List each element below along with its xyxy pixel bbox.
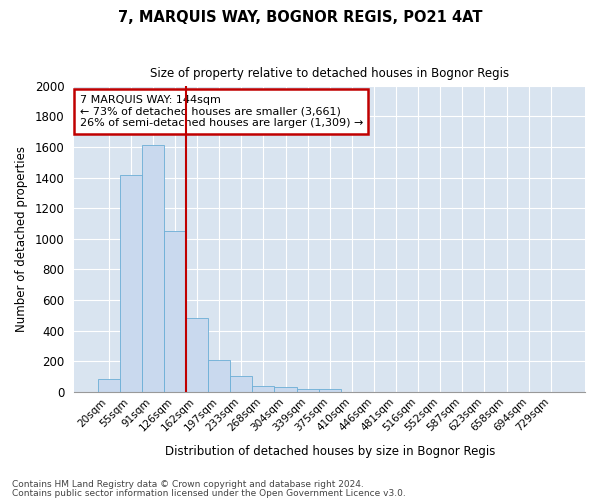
Title: Size of property relative to detached houses in Bognor Regis: Size of property relative to detached ho… bbox=[150, 68, 509, 80]
Y-axis label: Number of detached properties: Number of detached properties bbox=[15, 146, 28, 332]
Text: 7 MARQUIS WAY: 144sqm
← 73% of detached houses are smaller (3,661)
26% of semi-d: 7 MARQUIS WAY: 144sqm ← 73% of detached … bbox=[80, 95, 363, 128]
Bar bbox=[296, 388, 319, 392]
Bar bbox=[98, 380, 120, 392]
Bar bbox=[186, 318, 208, 392]
Text: Contains public sector information licensed under the Open Government Licence v3: Contains public sector information licen… bbox=[12, 488, 406, 498]
Bar bbox=[208, 360, 230, 392]
Bar bbox=[142, 146, 164, 392]
Bar bbox=[164, 231, 186, 392]
Text: Contains HM Land Registry data © Crown copyright and database right 2024.: Contains HM Land Registry data © Crown c… bbox=[12, 480, 364, 489]
Text: 7, MARQUIS WAY, BOGNOR REGIS, PO21 4AT: 7, MARQUIS WAY, BOGNOR REGIS, PO21 4AT bbox=[118, 10, 482, 25]
Bar bbox=[319, 389, 341, 392]
Bar bbox=[253, 386, 274, 392]
Bar bbox=[274, 388, 296, 392]
Bar bbox=[120, 174, 142, 392]
X-axis label: Distribution of detached houses by size in Bognor Regis: Distribution of detached houses by size … bbox=[164, 444, 495, 458]
Bar bbox=[230, 376, 253, 392]
